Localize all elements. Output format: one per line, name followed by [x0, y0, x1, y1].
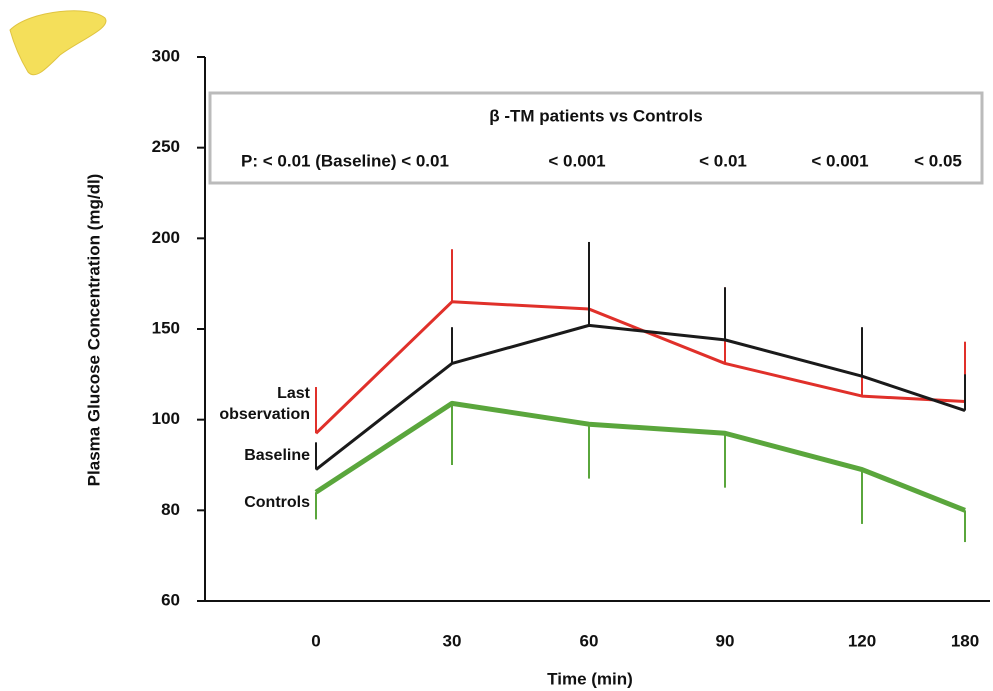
y-tick-label: 100 [152, 409, 180, 428]
y-tick-label: 80 [161, 500, 180, 519]
x-tick-label: 180 [951, 631, 979, 650]
x-tick-label: 60 [580, 631, 599, 650]
series-line [315, 323, 966, 471]
p-value: < 0.001 [548, 151, 605, 170]
p-value: < 0.01 [699, 151, 747, 170]
series-line [314, 300, 966, 435]
y-axis-title: Plasma Glucose Concentration (mg/dl) [84, 174, 103, 487]
x-tick-label: 120 [848, 631, 876, 650]
pancreas-icon [9, 10, 107, 76]
y-tick-label: 250 [152, 137, 180, 156]
x-tick-label: 90 [716, 631, 735, 650]
series-label: Controls [244, 494, 310, 511]
p-value: P: < 0.01 (Baseline) < 0.01 [241, 151, 449, 170]
annotation-box [208, 91, 984, 185]
y-tick-label: 60 [161, 590, 180, 609]
series-label: Last observation [219, 385, 310, 423]
series-label: Baseline [244, 447, 310, 464]
y-tick-label: 150 [152, 318, 180, 337]
y-tick-label: 300 [152, 46, 180, 65]
series-line [314, 400, 966, 513]
p-value: < 0.001 [811, 151, 868, 170]
y-tick-label: 200 [152, 228, 180, 247]
x-tick-label: 0 [311, 631, 320, 650]
p-value: < 0.05 [914, 151, 962, 170]
x-tick-label: 30 [443, 631, 462, 650]
annotation-title: β -TM patients vs Controls [489, 106, 702, 125]
x-axis-title: Time (min) [547, 669, 633, 688]
